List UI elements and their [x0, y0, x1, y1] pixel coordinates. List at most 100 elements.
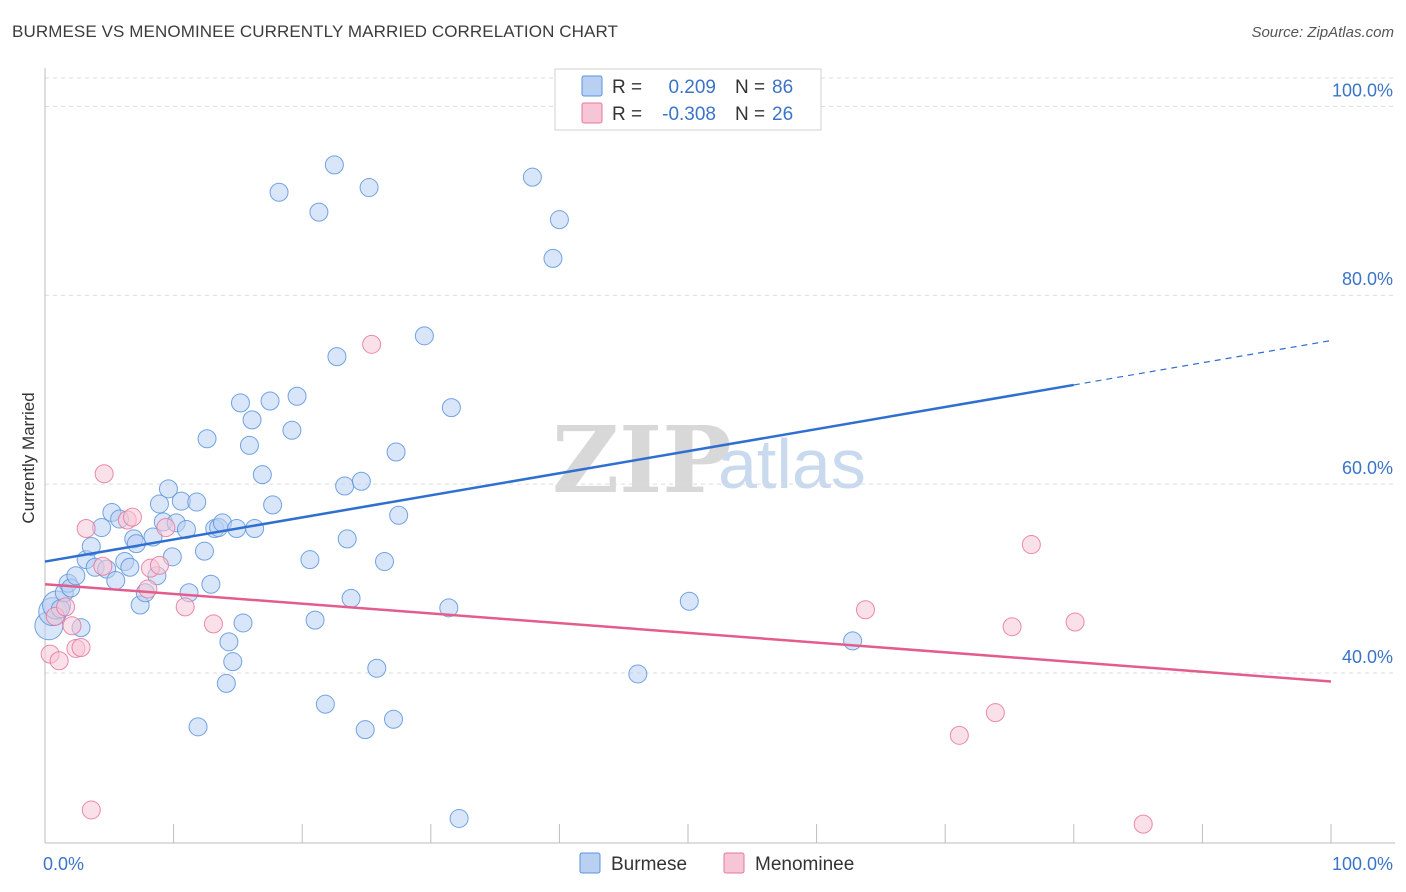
burmese-point: [269, 182, 289, 202]
burmese-point: [282, 420, 302, 440]
bottom-legend-burmese-swatch: [579, 852, 601, 874]
x-tick-label-0: 0.0%: [43, 854, 84, 874]
grid-lines: [45, 77, 1395, 674]
legend-r-value-menominee: -0.308: [662, 104, 716, 125]
burmese-point: [351, 471, 371, 491]
x-tick-label-100: 100.0%: [1332, 854, 1393, 874]
legend-r-value-burmese: 0.209: [668, 77, 716, 98]
burmese-point: [300, 550, 320, 570]
burmese-point: [120, 557, 140, 577]
menominee-point: [203, 614, 223, 634]
burmese-point: [679, 591, 699, 611]
y-tick-label-60: 60.0%: [1342, 458, 1393, 478]
legend-n-value-burmese: 86: [772, 77, 793, 98]
burmese-point: [233, 613, 253, 633]
burmese-point: [188, 717, 208, 737]
burmese-point: [386, 442, 406, 462]
legend-r-label-burmese: R =: [612, 77, 642, 98]
chart-title: BURMESE VS MENOMINEE CURRENTLY MARRIED C…: [12, 22, 619, 41]
y-tick-label-80: 80.0%: [1342, 269, 1393, 289]
burmese-point: [230, 393, 250, 413]
bottom-legend-menominee-label: Menominee: [755, 854, 854, 875]
y-axis-title: Currently Married: [19, 392, 38, 523]
burmese-point: [414, 326, 434, 346]
burmese-point: [239, 435, 259, 455]
burmese-point: [355, 720, 375, 740]
bottom-legend-menominee-swatch: [723, 852, 745, 874]
menominee-point: [362, 334, 382, 354]
burmese-point: [337, 529, 357, 549]
burmese-point: [252, 465, 272, 485]
legend-menominee-swatch: [581, 102, 603, 124]
burmese-point: [158, 479, 178, 499]
menominee-point: [94, 464, 114, 484]
burmese-point: [260, 391, 280, 411]
burmese-trend-extension: [1073, 339, 1332, 386]
legend-n-label-menominee: N =: [735, 104, 765, 125]
menominee-point: [1065, 612, 1085, 632]
correlation-legend: R = 0.209 N = 86 R = -0.308 N = 26: [554, 68, 822, 131]
menominee-point: [76, 519, 96, 538]
burmese-point: [81, 536, 101, 556]
burmese-point: [287, 386, 307, 406]
burmese-point: [389, 505, 409, 525]
menominee-point: [1133, 814, 1153, 834]
axes: [44, 68, 1395, 844]
menominee-point: [71, 638, 91, 657]
burmese-point: [201, 574, 221, 594]
menominee-point: [81, 800, 101, 820]
legend-burmese-swatch: [581, 75, 603, 97]
burmese-point: [223, 652, 243, 672]
burmese-point: [543, 248, 563, 268]
burmese-point: [106, 570, 126, 590]
menominee-point: [93, 556, 113, 576]
menominee-point: [138, 579, 158, 599]
trend-lines: [44, 339, 1332, 683]
burmese-point: [187, 492, 207, 512]
burmese-point: [327, 347, 347, 367]
burmese-point: [216, 673, 236, 693]
y-tick-label-100: 100.0%: [1332, 80, 1393, 100]
burmese-point: [335, 476, 355, 496]
burmese-point: [359, 178, 379, 198]
menominee-point: [122, 507, 142, 527]
burmese-point: [309, 202, 329, 222]
burmese-point: [522, 167, 542, 187]
menominee-point: [149, 555, 169, 575]
burmese-point: [315, 694, 335, 714]
menominee-points: [40, 334, 1153, 834]
bottom-legend-burmese-label: Burmese: [611, 854, 687, 875]
menominee-point: [1002, 617, 1022, 637]
menominee-point: [175, 597, 195, 617]
burmese-point: [367, 658, 387, 678]
burmese-point: [375, 552, 395, 572]
burmese-point: [341, 588, 361, 608]
burmese-point: [628, 664, 648, 684]
menominee-point: [949, 725, 969, 745]
legend-n-label-burmese: N =: [735, 77, 765, 98]
burmese-trend-line: [44, 383, 1075, 563]
legend-r-label-menominee: R =: [612, 104, 642, 125]
menominee-point: [156, 518, 176, 538]
menominee-point: [985, 703, 1005, 723]
legend-n-value-menominee: 26: [772, 104, 793, 125]
watermark-atlas: atlas: [718, 425, 866, 503]
burmese-point: [242, 410, 262, 430]
burmese-point: [449, 808, 469, 828]
burmese-point: [439, 598, 459, 618]
tick-labels: 40.0% 60.0% 80.0% 100.0% 0.0% 100.0%: [43, 80, 1393, 874]
burmese-point: [384, 709, 404, 729]
source-label: Source: ZipAtlas.com: [1251, 24, 1394, 41]
burmese-point: [219, 632, 239, 652]
menominee-point: [62, 616, 82, 636]
burmese-point: [441, 398, 461, 418]
burmese-point: [549, 210, 569, 230]
menominee-point: [56, 597, 76, 617]
burmese-point: [149, 494, 169, 514]
burmese-point: [66, 566, 86, 586]
y-tick-label-40: 40.0%: [1342, 647, 1393, 667]
burmese-point: [324, 155, 344, 175]
menominee-point: [855, 600, 875, 620]
burmese-point: [194, 541, 214, 561]
